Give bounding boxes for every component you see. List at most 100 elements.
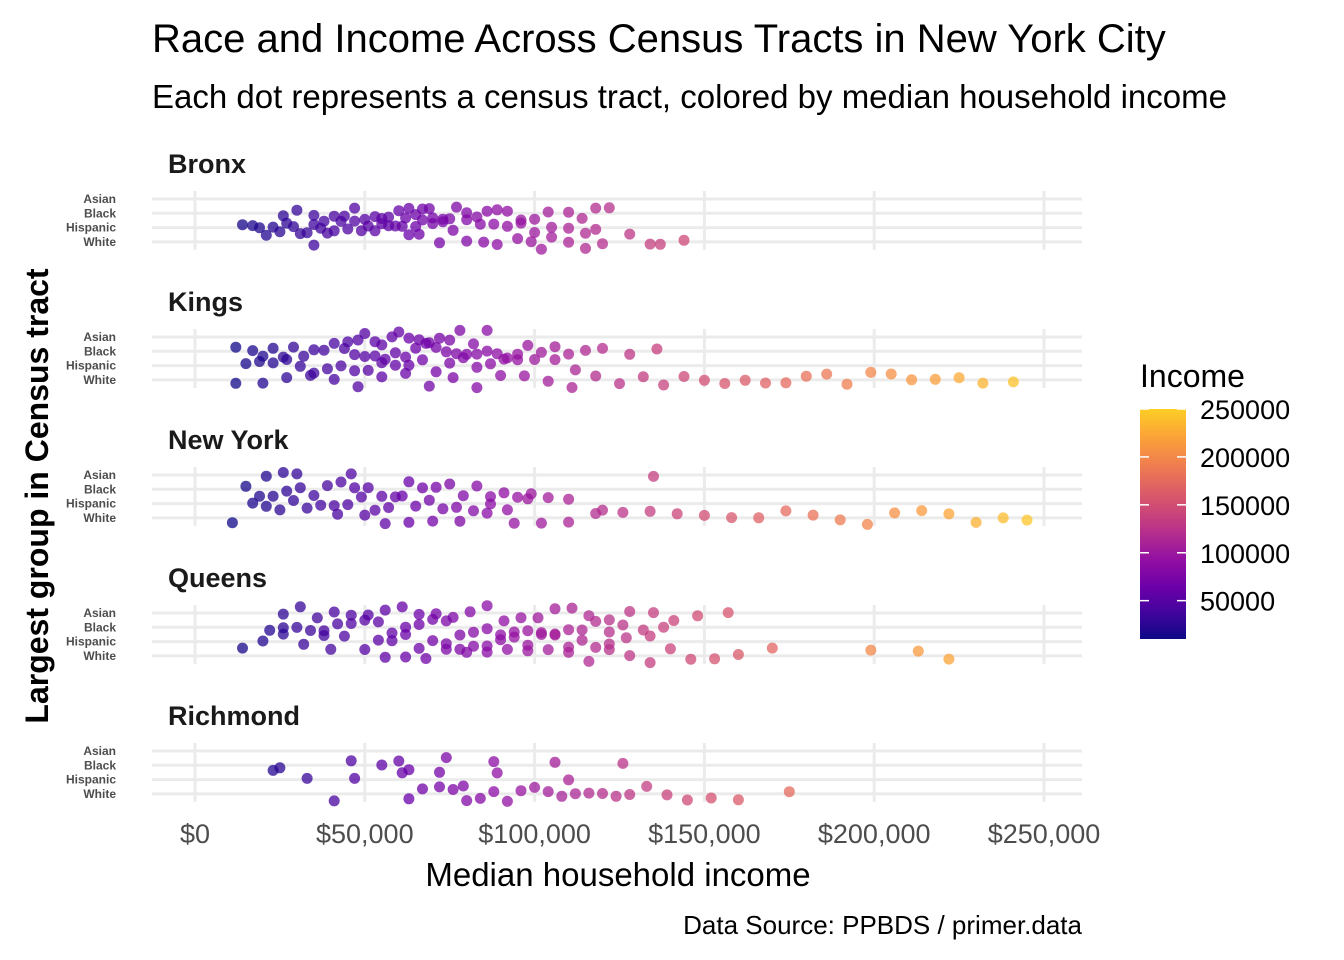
data-point — [403, 793, 415, 805]
data-point — [335, 360, 347, 372]
data-point — [260, 229, 272, 241]
data-point — [563, 646, 575, 658]
data-point — [274, 226, 286, 238]
data-point — [359, 509, 371, 521]
data-point — [328, 373, 340, 385]
data-point — [386, 635, 398, 647]
legend-label: 50000 — [1200, 587, 1275, 617]
data-point — [267, 490, 279, 502]
x-axis-ticks: $0 $50,000 $100,000 $150,000 $200,000 $250,00… — [180, 819, 1100, 849]
data-point — [498, 487, 510, 499]
data-point — [400, 212, 412, 224]
data-point — [240, 480, 252, 492]
y-tick-label: Hispanic — [66, 221, 116, 235]
data-point — [644, 630, 656, 642]
data-point — [532, 612, 544, 624]
data-point — [423, 380, 435, 392]
data-point — [549, 756, 561, 768]
data-point — [325, 643, 337, 655]
data-point — [393, 755, 405, 767]
y-tick-label: Asian — [83, 330, 116, 344]
data-point — [318, 630, 330, 641]
data-point — [648, 470, 659, 482]
y-axis-title: Largest group in Census tract — [19, 268, 55, 724]
data-point — [359, 644, 371, 655]
data-point — [488, 218, 500, 230]
data-point — [379, 518, 391, 530]
data-point — [444, 357, 456, 369]
data-point — [542, 492, 554, 504]
data-point — [624, 228, 636, 240]
data-point — [929, 373, 941, 385]
data-point — [471, 361, 483, 373]
data-point — [705, 792, 717, 804]
data-point — [349, 349, 361, 361]
data-point — [437, 503, 449, 515]
data-point — [315, 499, 327, 511]
data-point — [305, 625, 316, 636]
data-point — [427, 218, 439, 230]
legend: Income 50000 100000 150000 200000 250000 — [1140, 358, 1290, 639]
data-point — [943, 508, 955, 520]
y-tick-label: Black — [84, 758, 116, 772]
data-point — [512, 354, 524, 366]
data-point — [668, 615, 680, 626]
x-tick-label: $200,000 — [818, 819, 931, 849]
data-point — [471, 382, 483, 394]
data-point — [512, 233, 524, 245]
data-point — [698, 509, 710, 521]
data-point — [434, 237, 445, 249]
data-point — [349, 772, 361, 784]
data-point — [413, 642, 425, 654]
data-point — [529, 227, 541, 238]
data-point — [328, 500, 340, 512]
data-point — [423, 203, 435, 215]
data-point — [566, 602, 578, 614]
data-point — [491, 204, 503, 216]
data-point — [383, 502, 395, 513]
data-point — [590, 202, 602, 214]
data-point — [566, 382, 578, 393]
data-point — [637, 371, 649, 383]
data-point — [417, 783, 428, 795]
data-point — [247, 497, 259, 509]
data-point — [692, 610, 704, 622]
x-tick-label: $0 — [180, 819, 210, 849]
data-point — [352, 334, 364, 346]
data-point — [485, 358, 496, 370]
data-point — [821, 368, 833, 380]
data-point — [549, 354, 561, 366]
data-point — [508, 631, 520, 643]
data-point — [658, 621, 670, 633]
data-point — [267, 357, 279, 369]
data-point — [800, 370, 812, 382]
data-point — [583, 787, 595, 799]
data-point — [461, 235, 473, 247]
data-point — [498, 353, 510, 365]
data-point — [345, 755, 357, 767]
y-tick-label: Black — [84, 620, 116, 634]
data-point — [590, 508, 602, 519]
data-point — [396, 767, 408, 779]
data-point — [403, 332, 415, 344]
data-point — [644, 238, 656, 250]
legend-label: 200000 — [1200, 443, 1290, 473]
data-point — [281, 354, 293, 365]
data-point — [237, 642, 248, 654]
data-point — [349, 215, 361, 227]
data-point — [260, 500, 272, 512]
data-point — [471, 480, 483, 492]
data-point — [590, 641, 602, 653]
x-tick-label: $50,000 — [316, 819, 414, 849]
data-point — [376, 759, 388, 771]
data-point — [230, 377, 242, 389]
data-point — [648, 607, 659, 619]
data-point — [624, 348, 636, 360]
data-point — [468, 626, 479, 638]
data-point — [417, 214, 428, 226]
data-point — [970, 516, 982, 528]
data-point — [332, 508, 344, 520]
data-point — [349, 365, 361, 377]
